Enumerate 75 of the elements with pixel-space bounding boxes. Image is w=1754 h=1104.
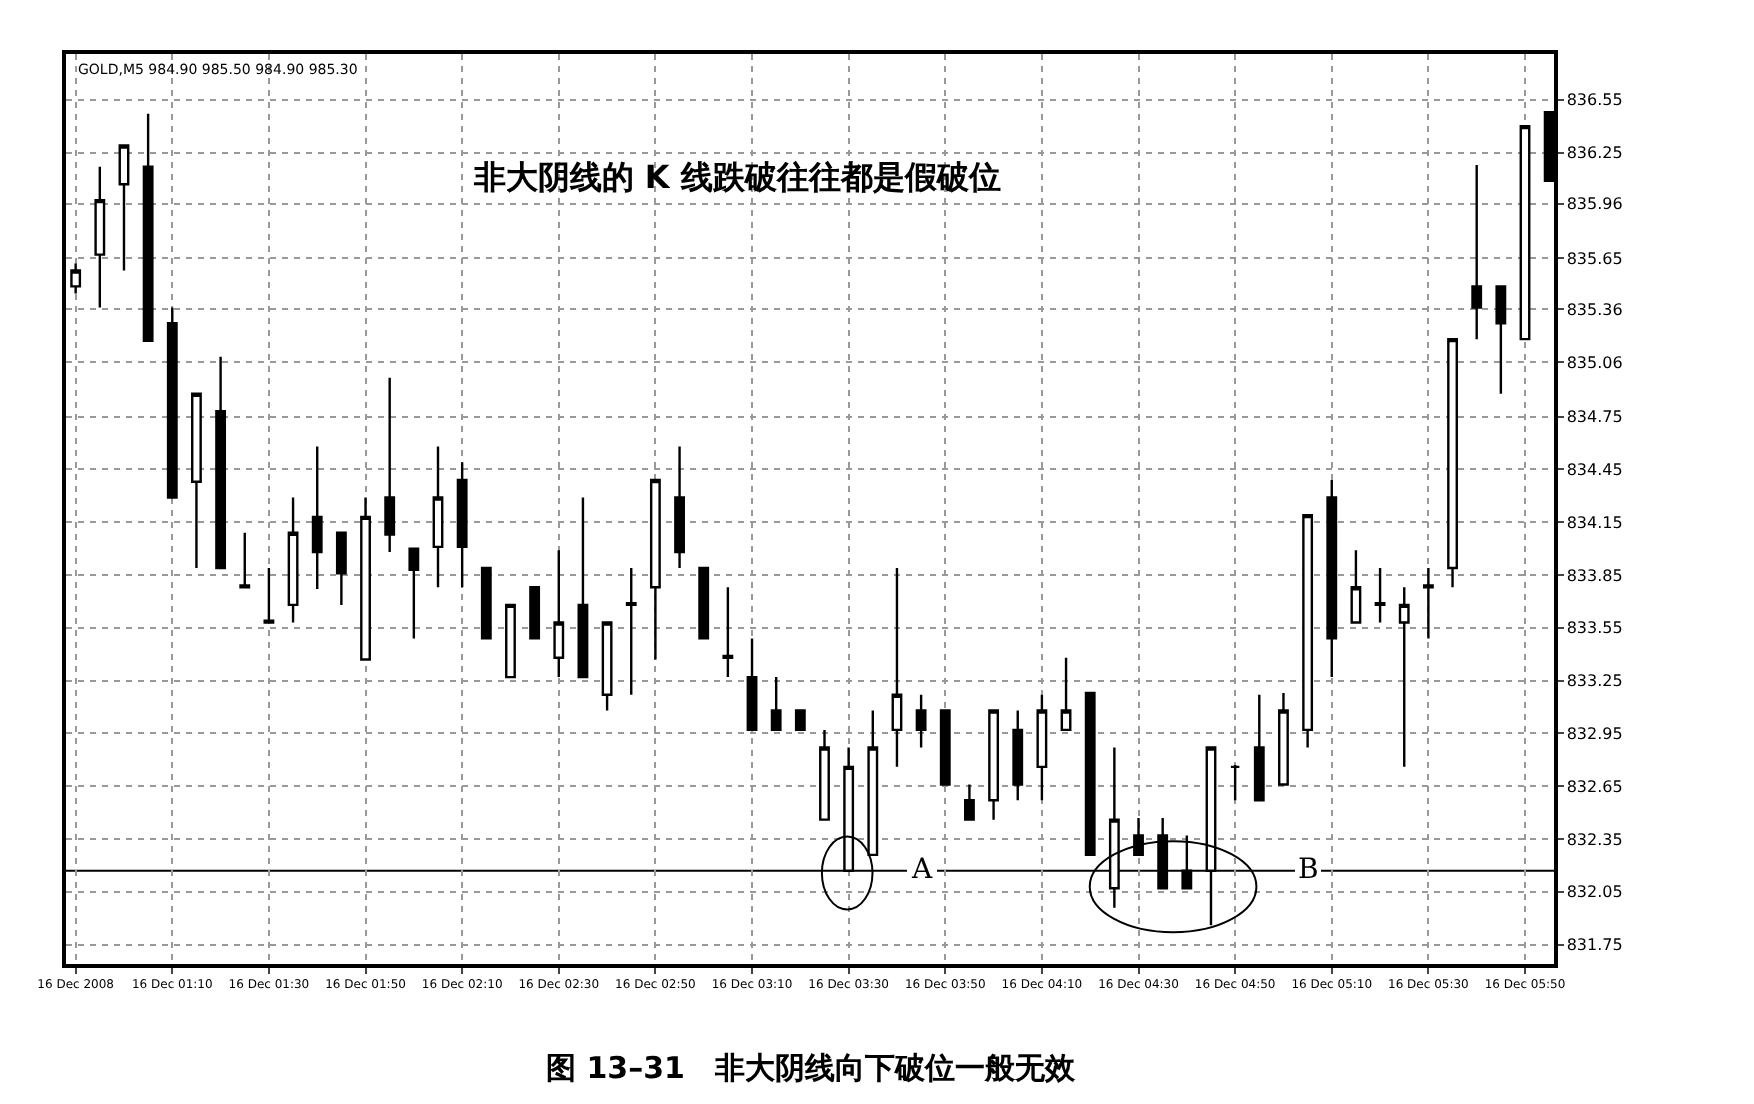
candlestick [553, 549, 565, 679]
candlestick [1060, 656, 1072, 732]
candlestick [384, 376, 396, 554]
candlestick [1278, 691, 1289, 786]
candlestick [770, 675, 782, 732]
candlestick [819, 728, 830, 821]
text: 非大阴线的 K 线跌破往往都是假破位 [471, 157, 1001, 196]
candlestick [142, 112, 154, 343]
candlestick [94, 165, 106, 309]
candlestick [1350, 549, 1362, 624]
y-tick-label: 834.15 [1566, 513, 1623, 532]
y-tick-label: 835.36 [1566, 300, 1623, 319]
candlestick [891, 566, 903, 769]
candlestick [1422, 566, 1434, 640]
caption: 图 13–31 非大阴线向下破位一般无效 [546, 1050, 1077, 1086]
candlestick [70, 262, 82, 295]
y-tick-label: 832.95 [1566, 725, 1623, 744]
candlestick [480, 566, 492, 640]
candlestick [335, 531, 347, 607]
y-tick-label: 834.75 [1566, 408, 1623, 427]
y-tick-label: 835.96 [1566, 195, 1623, 214]
y-tick-label: 835.06 [1566, 353, 1623, 372]
candlestick [1229, 763, 1241, 802]
candlestick [239, 531, 251, 589]
y-tick-label: 834.45 [1566, 461, 1623, 479]
candlestick [529, 586, 541, 640]
candlestick [1036, 693, 1048, 802]
candlestick [722, 586, 734, 679]
candlestick [988, 709, 1000, 821]
candlestick [1374, 566, 1386, 624]
candlestick [746, 637, 758, 732]
y-tick-label: 833.55 [1566, 619, 1623, 638]
candlestick [698, 566, 710, 640]
candlestick [408, 547, 420, 640]
candlestick [118, 144, 130, 272]
candlestick [1398, 586, 1410, 769]
candlestick [674, 445, 685, 570]
y-tick-label: 835.65 [1566, 249, 1623, 268]
candlestick [287, 496, 299, 624]
y-tick-label: 836.55 [1566, 91, 1623, 110]
candlestick [1471, 163, 1483, 341]
candlestick [577, 496, 589, 679]
candlestick [964, 783, 975, 821]
y-tick-label: 836.25 [1566, 144, 1623, 163]
annotation: B [1298, 854, 1319, 886]
y-tick-label: 832.65 [1566, 777, 1623, 796]
candlestick [1084, 691, 1096, 857]
candlestick [915, 693, 927, 749]
candlestick [1326, 478, 1338, 679]
y-tick-label: 833.85 [1566, 566, 1623, 585]
y-tick-label: 832.35 [1566, 830, 1623, 849]
candlestick [191, 392, 202, 570]
candlestick [649, 478, 661, 661]
y-tick-label: 833.25 [1566, 672, 1623, 691]
annotation: A [910, 854, 934, 886]
candlestick [215, 355, 227, 570]
y-tick-label: 832.05 [1566, 883, 1623, 902]
candlestick [311, 445, 323, 591]
candlestick [1253, 693, 1265, 802]
candlestick [939, 709, 951, 786]
candlestick [456, 461, 468, 589]
candlestick [1447, 337, 1458, 589]
candlestick [263, 566, 275, 624]
candlestick [1519, 124, 1531, 341]
y-tick-label: 831.75 [1566, 936, 1623, 955]
candlestick [1012, 709, 1024, 802]
candlestick [166, 306, 178, 499]
candlestick [625, 566, 637, 696]
candlestick [601, 621, 613, 712]
candlestick [505, 603, 516, 679]
candlestick [1302, 513, 1314, 749]
candlestick [432, 445, 444, 589]
candlestick [1495, 285, 1507, 395]
candlestick [360, 496, 371, 661]
candlestick [794, 709, 806, 732]
